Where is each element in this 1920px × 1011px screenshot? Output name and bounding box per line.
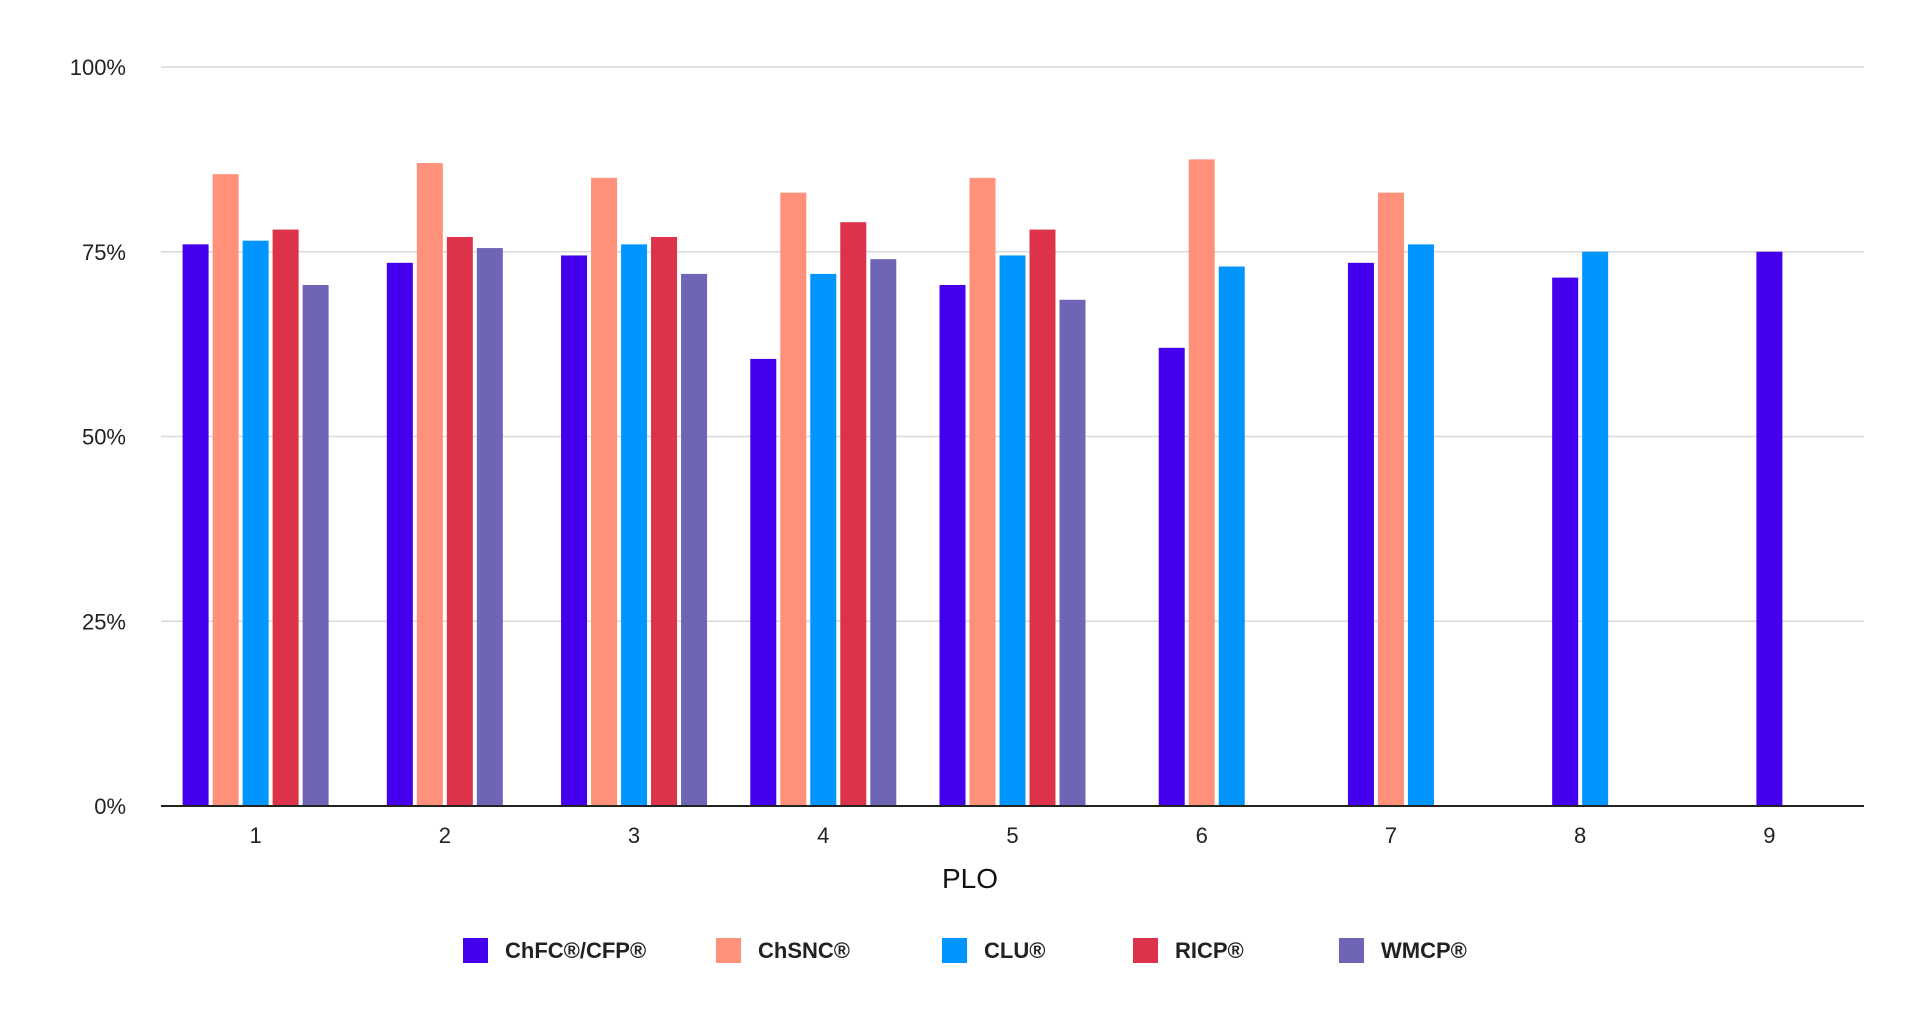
bar-1-plo-3	[561, 255, 588, 806]
bar-1-plo-1	[182, 244, 209, 807]
bar-5-plo-4	[870, 259, 897, 806]
bar-3-plo-3	[621, 244, 648, 807]
y-tick-label: 0%	[94, 794, 126, 819]
legend-swatch	[942, 938, 967, 963]
x-tick-label: 8	[1574, 823, 1586, 848]
x-tick-label: 9	[1763, 823, 1775, 848]
axes: 0% 25% 50% 75% 100% 1 2 3 4 5 6 7 8 9	[70, 55, 1864, 848]
legend-swatch	[716, 938, 741, 963]
x-tick-label: 4	[817, 823, 829, 848]
bar-2-plo-3	[591, 177, 618, 807]
bar-5-plo-5	[1059, 299, 1086, 806]
legend-label: CLU®	[984, 938, 1045, 963]
x-tick-label: 3	[628, 823, 640, 848]
x-tick-label: 5	[1006, 823, 1018, 848]
legend-label: WMCP®	[1381, 938, 1467, 963]
bar-1-plo-8	[1552, 277, 1579, 806]
bar-1-plo-6	[1158, 347, 1185, 806]
bar-2-plo-4	[780, 192, 807, 806]
x-tick-label: 1	[249, 823, 261, 848]
bar-2-plo-6	[1188, 159, 1215, 806]
legend-label: RICP®	[1175, 938, 1244, 963]
x-tick-label: 2	[439, 823, 451, 848]
x-tick-label: 6	[1196, 823, 1208, 848]
bars	[182, 159, 1783, 807]
bar-2-plo-7	[1377, 192, 1404, 806]
bar-4-plo-4	[840, 222, 867, 806]
bar-4-plo-1	[272, 229, 299, 806]
bar-1-plo-9	[1756, 251, 1783, 806]
bar-3-plo-8	[1582, 251, 1609, 806]
bar-3-plo-6	[1218, 266, 1245, 806]
bar-3-plo-7	[1407, 244, 1434, 807]
x-tick-label: 7	[1385, 823, 1397, 848]
bar-4-plo-3	[651, 236, 678, 807]
bar-4-plo-2	[446, 236, 473, 807]
legend: ChFC®/CFP® ChSNC® CLU® RICP® WMCP®	[463, 938, 1467, 963]
x-axis-title: PLO	[942, 863, 998, 894]
bar-2-plo-2	[416, 163, 443, 806]
legend-label: ChFC®/CFP®	[505, 938, 646, 963]
bar-1-plo-7	[1347, 262, 1374, 807]
bar-2-plo-5	[969, 177, 996, 807]
bar-1-plo-5	[939, 285, 966, 806]
legend-label: ChSNC®	[758, 938, 850, 963]
bar-1-plo-2	[386, 262, 413, 807]
y-tick-label: 25%	[82, 609, 126, 634]
y-tick-label: 50%	[82, 425, 126, 450]
legend-swatch	[1133, 938, 1158, 963]
legend-swatch	[463, 938, 488, 963]
bar-3-plo-4	[810, 273, 837, 806]
bar-1-plo-4	[750, 358, 777, 806]
bar-5-plo-3	[681, 273, 708, 806]
bar-5-plo-2	[476, 248, 503, 806]
bar-3-plo-1	[242, 240, 269, 807]
bar-3-plo-5	[999, 255, 1026, 806]
bar-2-plo-1	[212, 174, 239, 806]
bar-4-plo-5	[1029, 229, 1056, 806]
y-tick-label: 75%	[82, 240, 126, 265]
y-tick-label: 100%	[70, 55, 126, 80]
legend-swatch	[1339, 938, 1364, 963]
bar-5-plo-1	[302, 285, 329, 806]
